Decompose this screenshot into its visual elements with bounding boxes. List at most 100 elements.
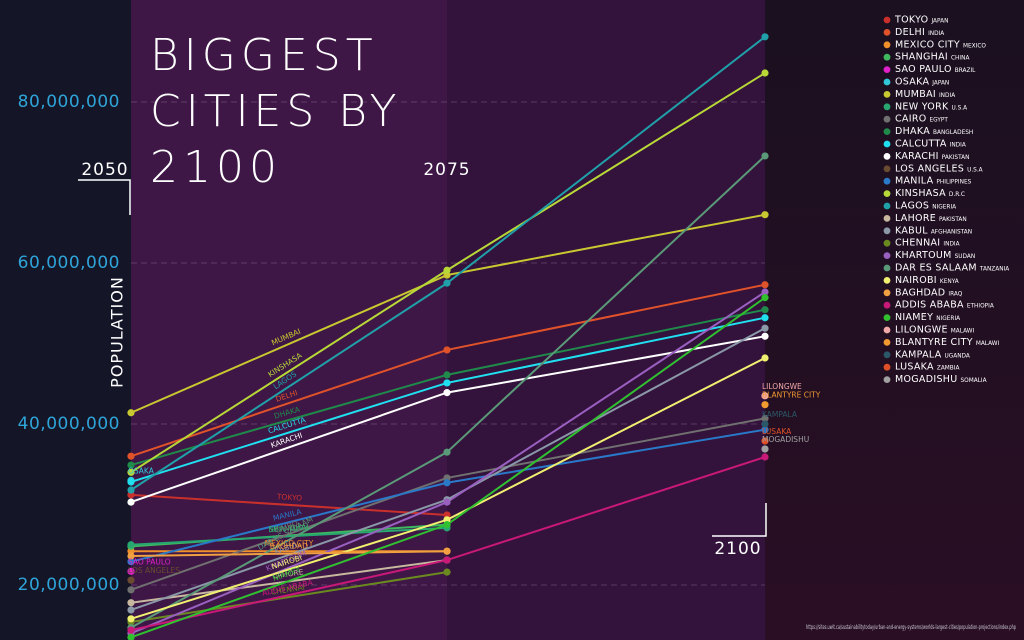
legend-country: MEXICO [963,43,986,49]
city-point [127,599,135,607]
legend-country: BRAZIL [955,68,976,74]
city-point [443,556,451,564]
legend-country: U.S.A [952,105,968,111]
legend-swatch [883,314,891,321]
legend-swatch [883,115,891,123]
city-line [130,526,448,546]
city-point [443,479,451,487]
city-point [127,452,135,460]
legend-label: NAIROBI [895,275,937,286]
line-label: TOKYO [276,492,303,503]
legend-swatch [883,289,891,297]
legend-swatch [883,202,891,210]
city-point [761,211,769,219]
line-label: KAMPALA [762,410,798,419]
city-point [127,633,135,640]
line-label: BLANTYRE CITY [762,391,821,400]
city-point [443,371,451,379]
legend-swatch [883,239,891,247]
legend-label: KINSHASA [895,188,946,199]
source: https://sites.uwit.ca/sustainabilitytoda… [806,624,1016,631]
city-point [761,324,769,332]
city-point [127,576,135,584]
legend-country: INDIA [943,242,959,248]
city-point [761,445,769,453]
legend-country: SUDAN [955,254,976,260]
city-point [443,279,451,287]
city-point [761,33,769,41]
city-point [761,294,769,302]
legend-country: JAPAN [930,19,948,25]
city-point [127,478,135,486]
legend-swatch [883,351,891,359]
legend-label: MUMBAI [895,89,936,100]
city-point [127,586,135,594]
legend-swatch [883,215,891,222]
city-point [761,420,769,428]
city-point [443,379,451,387]
legend-country: PAKISTAN [942,155,970,161]
y-tick-label: 20,000,000 [18,575,120,595]
x-tick-label: 2075 [423,160,470,180]
legend-swatch [883,326,891,334]
legend-country: BANGLADESH [933,130,973,136]
legend-label: LAHORE [895,213,936,224]
legend-country: PAKISTAN [939,217,967,223]
legend-swatch [883,227,891,235]
legend-label: KABUL [895,225,928,236]
legend-country: KENYA [940,279,959,285]
city-line [130,550,448,558]
line-label: MOGADISHU [762,435,809,444]
line-label: LAHORE [272,567,304,580]
legend-label: TOKYO [894,15,928,26]
legend-label: LAGOS [895,201,929,212]
legend-swatch [883,376,891,383]
legend-label: ADDIS ABABA [895,300,964,311]
legend-panel [765,0,1024,640]
legend-swatch [883,128,891,136]
legend-country: EGYPT [930,118,949,124]
legend-country: UGANDA [945,353,970,359]
legend-label: CAIRO [895,114,927,125]
x-tick-label: 2050 [81,160,128,180]
legend-label: MEXICO CITY [895,39,960,50]
legend-swatch [883,16,891,24]
legend-label: DAR ES SALAAM [895,263,977,274]
legend-country: CHINA [951,56,969,62]
city-point [127,626,135,634]
city-point [761,426,769,434]
city-point [443,521,451,529]
city-point [761,354,769,362]
legend-label: MANILA [895,176,934,187]
city-point [127,461,135,469]
city-point [761,69,769,77]
y-axis-title: POPULATION [108,276,127,388]
line-label: NEW YORK [268,523,310,534]
legend-country: JAPAN [931,81,949,87]
legend-country: MALAWI [976,341,1000,347]
legend-label: CALCUTTA [895,139,947,150]
legend-label: DELHI [895,27,925,38]
y-tick-label: 60,000,000 [18,253,120,273]
line-label: MEXICO CITY [265,539,314,548]
chart-title: BIGGEST CITIES BY 2100 [150,30,402,193]
legend-swatch [883,66,891,73]
legend-country: TANZANIA [979,267,1009,273]
legend-label: LILONGWE [895,325,948,336]
city-point [443,547,451,555]
legend-swatch [883,363,891,371]
bracket-2050 [78,179,131,215]
city-point [443,389,451,397]
city-point [127,558,135,566]
legend-country: ZAMBIA [937,366,960,372]
y-tick-label: 80,000,000 [18,92,120,112]
legend-swatch [883,53,891,61]
brackets [78,179,767,537]
city-point [127,541,135,549]
city-point [127,409,135,417]
legend-swatch [883,190,891,198]
city-point [443,346,451,354]
legend-label: CHENNAI [895,238,940,249]
city-point [127,606,135,614]
legend-swatch [883,177,891,185]
